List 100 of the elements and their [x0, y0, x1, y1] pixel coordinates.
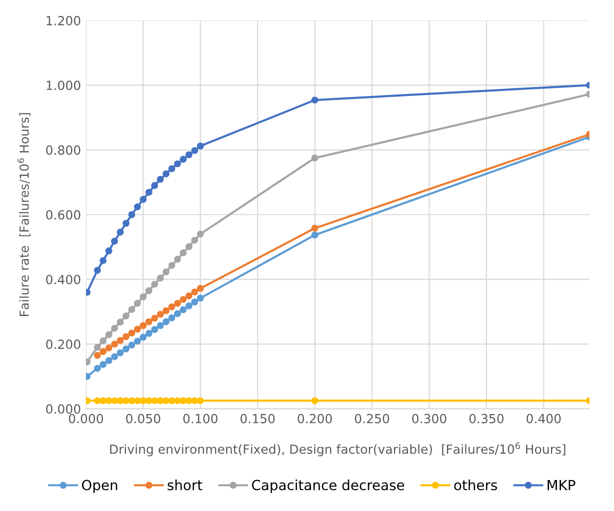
point [174, 160, 181, 168]
point [180, 397, 187, 404]
x-tick-label: 0.200 [298, 414, 332, 424]
x-tick-label: 0.000 [68, 414, 104, 424]
point [122, 220, 130, 227]
point [94, 344, 101, 351]
point [145, 287, 152, 294]
point [122, 397, 130, 404]
point [94, 266, 101, 274]
point [162, 170, 170, 178]
point [116, 397, 124, 404]
point [311, 96, 318, 104]
point [140, 293, 147, 300]
point [134, 397, 141, 404]
point [151, 182, 158, 189]
point [145, 188, 152, 196]
point [168, 262, 176, 269]
point [191, 288, 198, 296]
x-tick-label: 0.050 [126, 414, 160, 424]
point [151, 326, 158, 333]
point [156, 274, 164, 282]
point [185, 243, 192, 250]
x-axis-title: Driving environment(Fixed), Design factor(variable) [Failures/10$^{6}$ Hours] [110, 442, 566, 456]
point [100, 337, 107, 344]
point [156, 397, 164, 404]
point [156, 310, 164, 318]
point [151, 397, 158, 404]
point [145, 330, 152, 337]
point [111, 353, 118, 360]
point [128, 342, 136, 349]
point [122, 312, 130, 320]
point [100, 360, 107, 368]
point [128, 330, 136, 337]
point [196, 397, 204, 404]
point [185, 292, 192, 300]
point [311, 154, 318, 162]
y-tick-label: 0.200 [46, 340, 80, 349]
point [191, 236, 198, 244]
point [311, 232, 318, 238]
point [100, 348, 107, 355]
point [116, 228, 124, 236]
point [180, 296, 187, 303]
y-tick-label: 0.400 [46, 274, 80, 284]
point [111, 340, 118, 348]
point [116, 318, 124, 326]
point [128, 211, 136, 218]
point [105, 344, 112, 352]
point [185, 151, 192, 158]
point [134, 338, 141, 345]
x-tick-label: 0.400 [526, 414, 561, 424]
point [111, 324, 118, 332]
point [162, 397, 170, 404]
y-tick-label: 1.000 [46, 80, 80, 90]
point [196, 142, 204, 150]
legend-label: Open [82, 480, 118, 493]
point [174, 256, 181, 263]
point [311, 224, 318, 232]
x-tick-label: 0.150 [240, 414, 275, 424]
point [311, 397, 318, 404]
point [105, 397, 112, 404]
point [185, 302, 192, 310]
y-tick-label: 0.800 [46, 145, 80, 155]
point [180, 306, 187, 314]
legend-label: others [454, 480, 498, 490]
point [151, 314, 158, 322]
point [116, 349, 124, 356]
x-tick-label: 0.250 [354, 414, 390, 424]
point [94, 397, 101, 404]
point [94, 352, 101, 359]
x-tick-label: 0.100 [183, 414, 218, 424]
point [174, 397, 181, 404]
point [151, 280, 158, 288]
point [105, 357, 112, 364]
point [196, 284, 204, 292]
legend-label: Capacitance decrease [252, 480, 404, 493]
point [156, 322, 164, 330]
point [168, 397, 176, 404]
point [162, 318, 170, 326]
point [140, 322, 147, 330]
point [134, 300, 141, 307]
point [196, 294, 204, 302]
point [168, 314, 176, 322]
point [191, 298, 198, 306]
point [128, 306, 136, 313]
point [191, 147, 198, 154]
point [100, 397, 107, 404]
point [134, 326, 141, 333]
x-tick-label: 0.300 [412, 414, 446, 424]
point [105, 331, 112, 338]
point [140, 196, 147, 203]
legend-label: short [168, 480, 202, 490]
point [162, 268, 170, 276]
point [162, 307, 170, 314]
point [145, 397, 152, 404]
legend-label: MKP [548, 480, 576, 490]
point [191, 397, 198, 404]
point [105, 247, 112, 254]
point [196, 230, 204, 238]
y-tick-label: 0.000 [46, 404, 80, 414]
point [111, 238, 118, 245]
